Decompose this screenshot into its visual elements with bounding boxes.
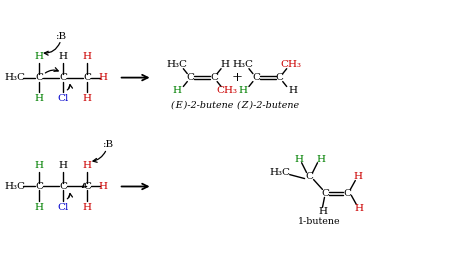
- Text: H: H: [98, 182, 107, 191]
- Text: C: C: [59, 182, 67, 191]
- Text: H: H: [294, 155, 303, 164]
- Text: CH₃: CH₃: [280, 60, 301, 69]
- Text: H: H: [288, 86, 297, 95]
- Text: ( E )-2-butene: ( E )-2-butene: [171, 101, 233, 110]
- Text: H: H: [220, 60, 229, 69]
- Text: H: H: [316, 155, 325, 164]
- Text: :B: :B: [55, 32, 67, 41]
- Text: H: H: [82, 94, 91, 103]
- Text: C: C: [252, 73, 260, 82]
- Text: +: +: [231, 71, 243, 84]
- Text: C: C: [35, 182, 43, 191]
- Text: H₃C: H₃C: [167, 60, 188, 69]
- Text: C: C: [321, 189, 329, 198]
- Text: ( Z )-2-butene: ( Z )-2-butene: [237, 101, 299, 110]
- Text: H₃C: H₃C: [5, 182, 26, 191]
- Text: C: C: [343, 189, 351, 198]
- Text: H: H: [355, 204, 364, 213]
- Text: H₃C: H₃C: [5, 73, 26, 82]
- Text: H: H: [58, 161, 67, 170]
- Text: H: H: [98, 73, 107, 82]
- Text: C: C: [306, 172, 314, 181]
- Text: H: H: [82, 52, 91, 61]
- Text: H₃C: H₃C: [269, 168, 290, 177]
- Text: H: H: [318, 207, 327, 216]
- Text: C: C: [210, 73, 218, 82]
- Text: H: H: [238, 86, 247, 95]
- Text: H: H: [58, 52, 67, 61]
- Text: H: H: [35, 161, 44, 170]
- Text: C: C: [83, 182, 91, 191]
- Text: H: H: [35, 203, 44, 212]
- Text: :B: :B: [103, 140, 114, 149]
- Text: C: C: [59, 73, 67, 82]
- Text: C: C: [83, 73, 91, 82]
- Text: C: C: [35, 73, 43, 82]
- Text: C: C: [186, 73, 194, 82]
- Text: C: C: [276, 73, 284, 82]
- Text: H: H: [173, 86, 182, 95]
- Text: H: H: [35, 94, 44, 103]
- Text: H: H: [354, 172, 363, 181]
- Text: CH₃: CH₃: [217, 86, 237, 95]
- Text: Cl: Cl: [57, 94, 69, 103]
- Text: Cl: Cl: [57, 203, 69, 212]
- Text: H₃C: H₃C: [232, 60, 254, 69]
- Text: 1-butene: 1-butene: [298, 217, 341, 225]
- Text: H: H: [82, 161, 91, 170]
- Text: H: H: [82, 203, 91, 212]
- Text: H: H: [35, 52, 44, 61]
